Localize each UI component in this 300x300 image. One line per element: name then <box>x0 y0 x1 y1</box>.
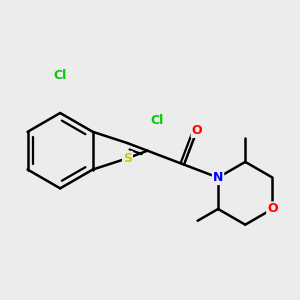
Text: Cl: Cl <box>54 69 67 82</box>
Text: N: N <box>213 171 223 184</box>
Text: S: S <box>123 152 132 165</box>
Text: Cl: Cl <box>151 114 164 127</box>
Text: O: O <box>192 124 202 137</box>
Text: O: O <box>267 202 278 215</box>
